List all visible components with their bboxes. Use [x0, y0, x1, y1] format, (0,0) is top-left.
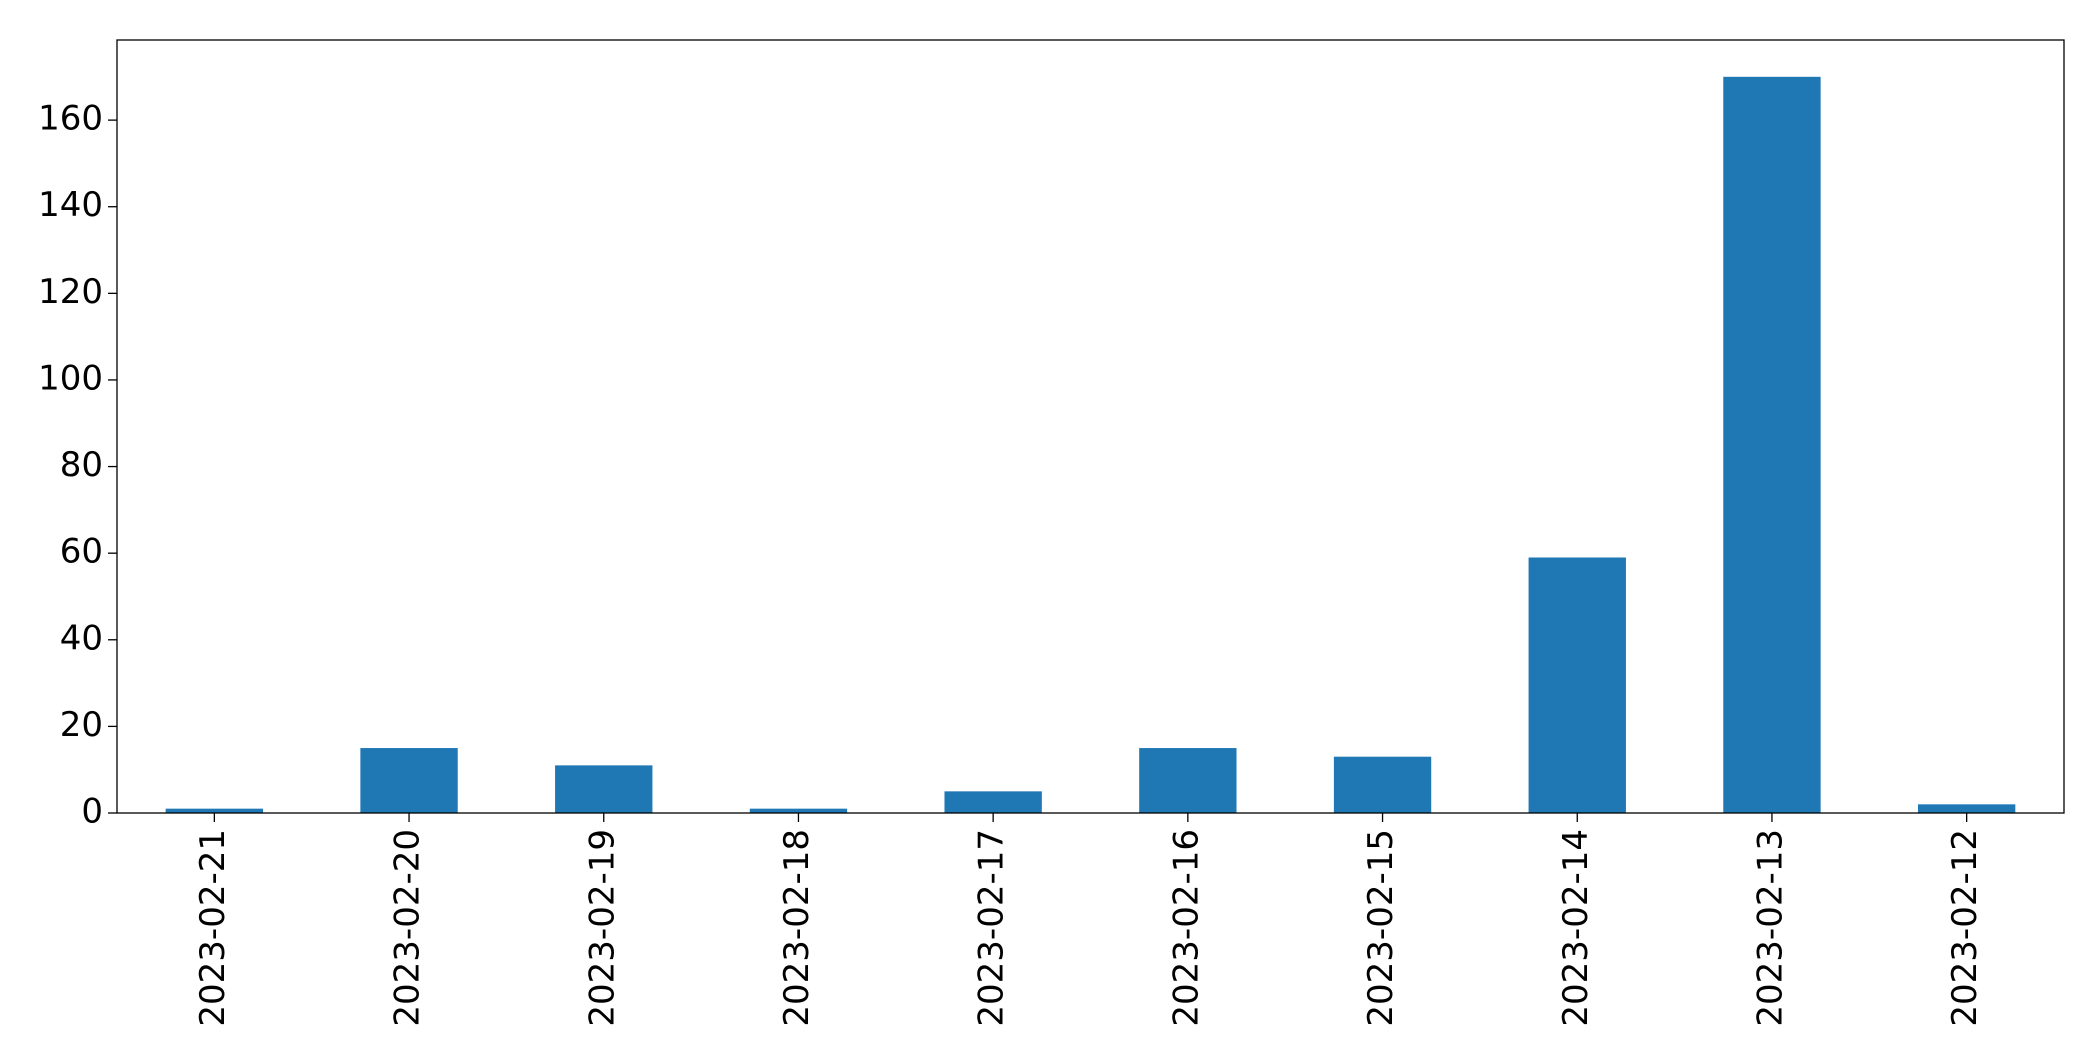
bar	[555, 765, 653, 813]
bar	[1917, 804, 2016, 813]
bar	[1333, 756, 1432, 813]
x-tick-label: 2023-02-17	[972, 829, 1012, 1027]
bar	[1528, 557, 1626, 813]
y-tick-label: 80	[60, 445, 103, 485]
bar	[1139, 748, 1237, 813]
x-tick-label: 2023-02-21	[193, 829, 233, 1027]
y-tick-label: 100	[38, 358, 103, 398]
x-tick-label: 2023-02-16	[1166, 829, 1206, 1027]
y-tick-label: 140	[38, 185, 103, 225]
y-tick-label: 40	[60, 618, 103, 658]
y-tick-label: 160	[38, 99, 103, 139]
x-tick-label: 2023-02-12	[1945, 829, 1985, 1027]
bar	[944, 791, 1042, 813]
bar	[749, 808, 848, 813]
plot-frame	[116, 39, 2065, 814]
bar	[165, 808, 264, 813]
bar	[360, 748, 458, 813]
x-tick-label: 2023-02-13	[1750, 829, 1790, 1027]
x-tick-label: 2023-02-14	[1556, 829, 1596, 1027]
x-tick-label: 2023-02-15	[1361, 829, 1401, 1027]
y-tick-label: 20	[60, 705, 103, 745]
x-tick-label: 2023-02-19	[582, 829, 622, 1027]
x-tick-label: 2023-02-20	[388, 829, 428, 1027]
y-tick-label: 60	[60, 532, 103, 572]
y-tick-label: 120	[38, 272, 103, 312]
x-tick-label: 2023-02-18	[777, 829, 817, 1027]
y-tick-label: 0	[81, 792, 103, 832]
bar	[1723, 76, 1821, 814]
